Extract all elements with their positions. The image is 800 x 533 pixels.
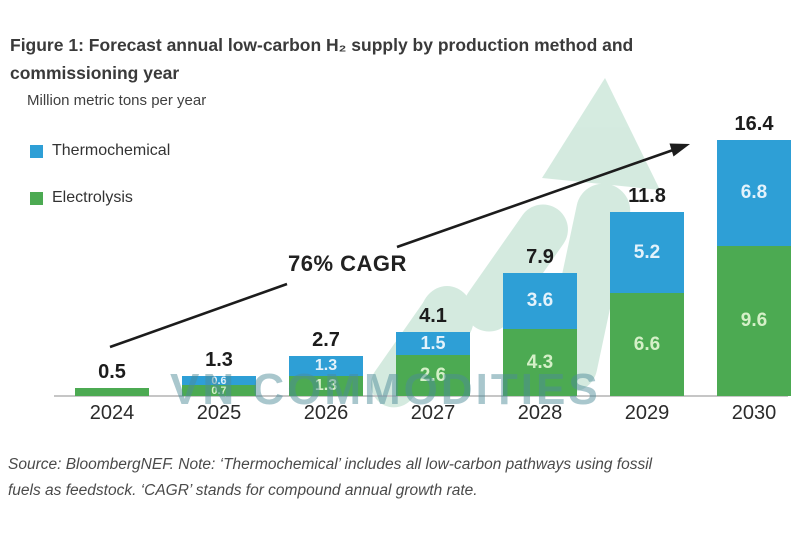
bar-segment: 1.5 — [396, 332, 470, 355]
source-note-line1: Source: BloombergNEF. Note: ‘Thermochemi… — [8, 456, 653, 473]
watermark-stroke-2 — [464, 204, 568, 332]
watermark-arrow-head — [542, 78, 660, 190]
figure-title: Figure 1: Forecast annual low-carbon H₂ … — [10, 31, 740, 87]
trend-arrow-head — [669, 143, 690, 157]
figure-title-line1: Figure 1: Forecast annual low-carbon H₂ … — [10, 35, 634, 55]
year-label: 2026 — [303, 402, 349, 424]
bar-segment: 6.6 — [610, 293, 684, 396]
cagr-annotation: 76% CAGR — [288, 251, 407, 276]
legend-label-thermochemical: Thermochemical — [52, 142, 171, 159]
bar-segment: 2.6 — [396, 355, 470, 396]
total-label: 4.1 — [419, 305, 447, 327]
year-label: 2030 — [731, 402, 777, 424]
trend-arrow-segment-right — [396, 147, 677, 249]
source-note-line2: fuels as feedstock. ‘CAGR’ stands for co… — [8, 482, 478, 499]
bar-segment: 0.7 — [182, 385, 256, 397]
source-note: Source: BloombergNEF. Note: ‘Thermochemi… — [8, 452, 788, 504]
bar-segment: 1.3 — [289, 356, 363, 376]
total-label: 0.5 — [98, 361, 126, 383]
trend-arrow-segment-left — [109, 282, 288, 349]
bar-segment: 6.8 — [717, 140, 791, 246]
year-label: 2025 — [196, 402, 242, 424]
year-label: 2024 — [89, 402, 135, 424]
bar-segment: 9.6 — [717, 246, 791, 396]
total-label: 1.3 — [205, 349, 233, 371]
year-label: 2027 — [410, 402, 456, 424]
bar-segment: 5.2 — [610, 212, 684, 293]
total-label: 2.7 — [312, 329, 340, 351]
units-label: Million metric tons per year — [27, 92, 207, 109]
legend-item-thermochemical: Thermochemical — [30, 142, 170, 160]
legend-label-electrolysis: Electrolysis — [52, 189, 133, 206]
bar-segment: 0.6 — [182, 375, 256, 387]
total-label: 16.4 — [734, 113, 774, 135]
chart-legend: Thermochemical Electrolysis — [30, 142, 170, 236]
x-axis-line — [54, 395, 788, 397]
bar-segment: 3.6 — [503, 273, 577, 329]
total-label: 11.8 — [628, 185, 666, 207]
bar-segment: 1.3 — [289, 376, 363, 396]
legend-swatch-thermochemical — [30, 144, 43, 158]
figure-title-line2: commissioning year — [10, 63, 180, 83]
year-label: 2029 — [624, 402, 670, 424]
legend-swatch-electrolysis — [30, 191, 43, 205]
bar-segment — [75, 388, 149, 396]
bar-segment: 4.3 — [503, 329, 577, 396]
total-label: 7.9 — [526, 246, 554, 268]
legend-item-electrolysis: Electrolysis — [30, 189, 170, 207]
year-label: 2028 — [517, 402, 563, 424]
